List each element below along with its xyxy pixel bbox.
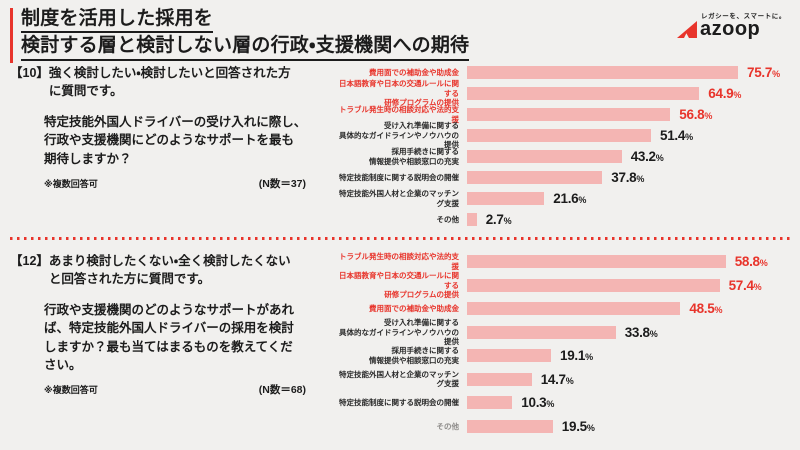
question-number: 【10】 bbox=[10, 66, 49, 80]
value-label: 56.8% bbox=[679, 107, 713, 122]
bar-row: 特定技能制度に関する説明会の開催 37.8% bbox=[335, 167, 796, 188]
value-label: 14.7% bbox=[540, 371, 574, 387]
page-title-line-2: 検討する層と検討しない層の行政・支援機関への期待 bbox=[21, 35, 470, 61]
value-label: 2.7% bbox=[485, 212, 512, 227]
bar-row: 費用面での補助金や助成金 48.5% bbox=[335, 297, 796, 321]
category-label: 特定技能制度に関する説明会の開催 bbox=[339, 172, 459, 182]
question-number: 【12】 bbox=[10, 254, 49, 268]
bar-chart-q12: トラブル発生時の相談対応や法的支援 58.8% 日本語教育や日本の交通ルールに関する… bbox=[335, 250, 796, 442]
logo-wordmark: azoop bbox=[699, 18, 761, 40]
bar bbox=[467, 171, 603, 184]
azoop-logo: レガシーを、スマートに。 azoop bbox=[676, 10, 786, 40]
category-label: トラブル発生時の相談対応や法的支援 bbox=[339, 105, 459, 124]
bar-chart-q10: 費用面での補助金や助成金 75.7% 日本語教育や日本の交通ルールに関する 研修プログ… bbox=[335, 62, 796, 234]
value-label: 51.4% bbox=[660, 128, 693, 143]
bar-row: 費用面での補助金や助成金 75.7% bbox=[335, 62, 796, 83]
value-label: 64.9% bbox=[708, 86, 742, 101]
category-label: 特定技能外国人材と企業のマッチング支援 bbox=[339, 369, 459, 389]
bar bbox=[467, 396, 513, 410]
value-label: 19.1% bbox=[560, 348, 593, 364]
bar-row: 受け入れ準備に関する 具体的なガイドラインやノウハウの提供 51.4% bbox=[335, 121, 796, 149]
question-intro: あまり検討したくない・全く検討したくない と回答された方に質問です。 bbox=[48, 254, 291, 287]
bar bbox=[467, 213, 477, 226]
azoop-triangle-icon bbox=[676, 21, 697, 38]
bar bbox=[467, 150, 622, 163]
category-label: 採用手続きに関する 情報提供や相談窓口の充実 bbox=[369, 346, 459, 365]
bar bbox=[467, 325, 616, 339]
category-label: 採用手続きに関する 情報提供や相談窓口の充実 bbox=[369, 147, 459, 166]
category-label: 受け入れ準備に関する 具体的なガイドラインやノウハウの提供 bbox=[339, 121, 459, 150]
sample-size: (N数＝68) bbox=[258, 383, 306, 396]
question-text: 特定技能外国人ドライバーの受け入れに際し、 行政や支援機関にどのようなサポートを… bbox=[44, 115, 307, 166]
bar bbox=[467, 419, 553, 433]
page-title: 制度を活用した採用を 検討する層と検討しない層の行政・支援機関への期待 bbox=[10, 8, 470, 63]
value-label: 58.8% bbox=[734, 254, 768, 270]
value-label: 19.5% bbox=[561, 418, 595, 434]
value-label: 57.4% bbox=[728, 277, 762, 293]
question-block-q12: 【12】 あまり検討したくない・全く検討したくない と回答された方に質問です。 … bbox=[10, 250, 335, 442]
category-label: トラブル発生時の相談対応や法的支援 bbox=[339, 252, 459, 271]
category-label: 費用面での補助金や助成金 bbox=[369, 304, 459, 314]
category-label: 日本語教育や日本の交通ルールに関する 研修プログラムの提供 bbox=[339, 271, 459, 299]
category-label: その他 bbox=[436, 421, 460, 431]
value-label: 37.8% bbox=[611, 170, 645, 185]
bar-row: トラブル発生時の相談対応や法的支援 56.8% bbox=[335, 104, 796, 125]
bar bbox=[467, 302, 681, 316]
bar bbox=[467, 255, 726, 269]
category-label: 特定技能制度に関する説明会の開催 bbox=[339, 398, 459, 408]
bar-row: 採用手続きに関する 情報提供や相談窓口の充実 19.1% bbox=[335, 344, 796, 368]
bar bbox=[467, 349, 551, 363]
bar bbox=[467, 372, 532, 386]
value-label: 43.2% bbox=[630, 149, 664, 164]
bar-row: 採用手続きに関する 情報提供や相談窓口の充実 43.2% bbox=[335, 146, 796, 167]
bar-row: 日本語教育や日本の交通ルールに関する 研修プログラムの提供 64.9% bbox=[335, 79, 796, 107]
category-label: 受け入れ準備に関する 具体的なガイドラインやノウハウの提供 bbox=[339, 318, 459, 346]
bar-row: 特定技能制度に関する説明会の開催 10.3% bbox=[335, 391, 796, 415]
value-label: 48.5% bbox=[689, 301, 723, 317]
question-intro: 強く検討したい・検討したいと回答された方 に質問です。 bbox=[48, 66, 291, 99]
value-label: 75.7% bbox=[747, 65, 780, 80]
bar-row: 特定技能外国人材と企業のマッチング支援 14.7% bbox=[335, 368, 796, 392]
value-label: 33.8% bbox=[624, 324, 658, 340]
bar-row: 特定技能外国人材と企業のマッチング支援 21.6% bbox=[335, 188, 796, 209]
bar-row: トラブル発生時の相談対応や法的支援 58.8% bbox=[335, 250, 796, 274]
bar bbox=[467, 129, 651, 142]
multi-answer-note: ※複数回答可 bbox=[44, 178, 98, 189]
section-q10: 【10】 強く検討したい・検討したいと回答された方 に質問です。 特定技能外国人… bbox=[10, 62, 796, 234]
bar bbox=[467, 87, 700, 100]
question-block-q10: 【10】 強く検討したい・検討したいと回答された方 に質問です。 特定技能外国人… bbox=[10, 62, 335, 234]
category-label: その他 bbox=[436, 214, 460, 224]
multi-answer-note: ※複数回答可 bbox=[44, 384, 98, 395]
dotted-separator bbox=[10, 237, 794, 240]
bar-row: 受け入れ準備に関する 具体的なガイドラインやノウハウの提供 33.8% bbox=[335, 318, 796, 346]
section-q12: 【12】 あまり検討したくない・全く検討したくない と回答された方に質問です。 … bbox=[10, 250, 796, 442]
sample-size: (N数＝37) bbox=[258, 177, 306, 190]
value-label: 21.6% bbox=[553, 191, 587, 206]
page-title-line-1: 制度を活用した採用を bbox=[21, 8, 214, 34]
question-text: 行政や支援機関のどのようなサポートがあれ ば、特定技能外国人ドライバーの採用を検… bbox=[44, 303, 295, 372]
category-label: 費用面での補助金や助成金 bbox=[369, 67, 459, 77]
bar bbox=[467, 66, 738, 79]
bar bbox=[467, 278, 720, 292]
bar bbox=[467, 192, 545, 205]
logo-tagline: レガシーを、スマートに。 bbox=[700, 13, 786, 20]
category-label: 特定技能外国人材と企業のマッチング支援 bbox=[339, 189, 459, 208]
bar-row: その他 19.5% bbox=[335, 415, 796, 439]
bar-row: 日本語教育や日本の交通ルールに関する 研修プログラムの提供 57.4% bbox=[335, 271, 796, 299]
category-label: 日本語教育や日本の交通ルールに関する 研修プログラムの提供 bbox=[339, 79, 459, 108]
value-label: 10.3% bbox=[521, 395, 555, 411]
bar bbox=[467, 108, 671, 121]
bar-row: その他 2.7% bbox=[335, 209, 796, 230]
